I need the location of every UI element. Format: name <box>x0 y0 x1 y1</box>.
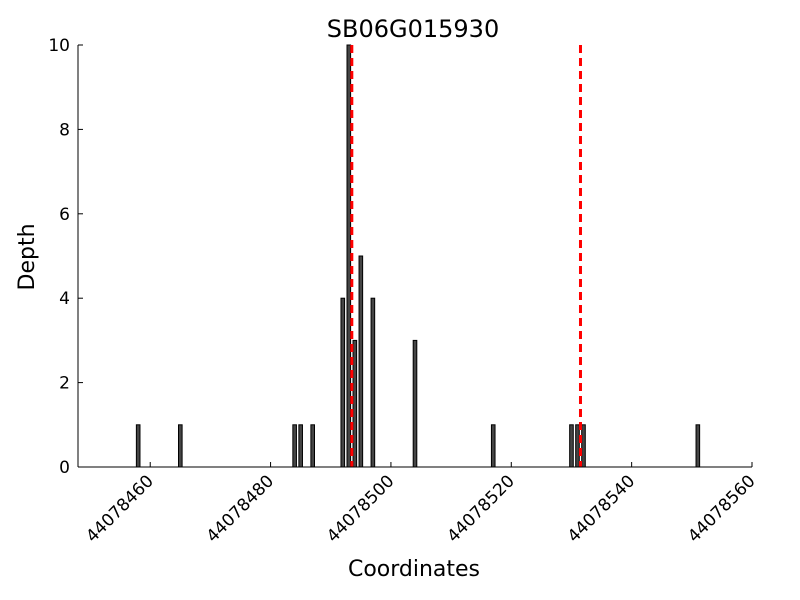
y-tick-label: 6 <box>59 205 70 225</box>
depth-bar <box>346 44 352 468</box>
depth-bar <box>352 339 358 468</box>
depth-bar <box>490 424 496 468</box>
x-tick-label: 44078540 <box>564 471 639 546</box>
depth-bar <box>292 424 297 468</box>
depth-bar <box>135 424 141 468</box>
plot-area: 0 2 4 6 8 10 44078460 44078480 44078500 44078520 4… <box>48 36 759 547</box>
y-axis-label: Depth <box>15 223 40 290</box>
depth-bar <box>310 424 316 468</box>
depth-bar <box>178 424 183 468</box>
depth-bar <box>569 424 574 468</box>
depth-bar <box>581 424 586 468</box>
y-tick-label: 4 <box>59 289 70 309</box>
y-tick-label: 10 <box>48 36 70 56</box>
x-tick-label: 44078480 <box>203 471 278 546</box>
depth-bar <box>298 424 303 468</box>
x-tick-label: 44078500 <box>323 471 398 546</box>
y-tick-label: 2 <box>59 374 70 394</box>
depth-bar <box>575 424 580 468</box>
chart-title: SB06G015930 <box>327 15 499 43</box>
depth-bar <box>358 255 364 468</box>
x-axis-label: Coordinates <box>348 557 480 582</box>
depth-bar <box>695 424 701 468</box>
x-tick-label: 44078560 <box>684 471 759 546</box>
depth-bar <box>370 297 376 468</box>
y-tick-label: 0 <box>59 458 70 478</box>
x-tick-label: 44078520 <box>443 471 518 546</box>
depth-bar <box>340 297 346 468</box>
y-tick-label: 8 <box>59 120 70 140</box>
depth-bar <box>412 339 418 468</box>
x-tick-label: 44078460 <box>82 471 157 546</box>
